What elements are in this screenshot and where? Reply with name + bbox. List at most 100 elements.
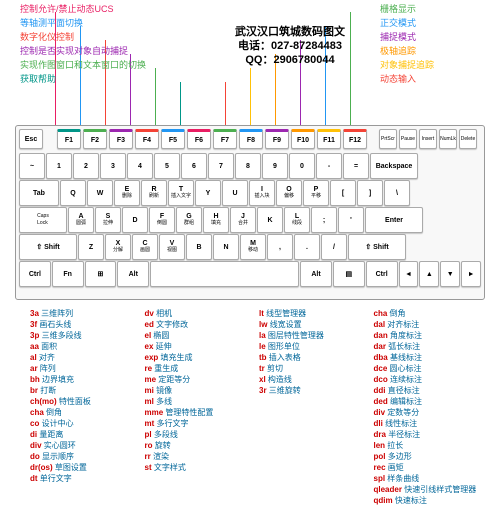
command-entry: lt 线型管理器 — [259, 308, 366, 319]
key-e: E删除 — [114, 180, 140, 206]
key-r: R刷新 — [141, 180, 167, 206]
command-entry: la 图层特性管理器 — [259, 330, 366, 341]
command-entry: mt 多行文字 — [145, 418, 252, 429]
command-entry: 3f 画石头线 — [30, 319, 137, 330]
key-q: Q — [60, 180, 86, 206]
command-entry: bh 边界填充 — [30, 374, 137, 385]
key-f3: F3 — [109, 129, 133, 149]
fkey-label-left-5: 获取帮助 — [20, 72, 56, 85]
key-b: B — [186, 234, 212, 260]
key-f9: F9 — [265, 129, 289, 149]
key-h: H填充 — [203, 207, 229, 233]
key-o: O偏移 — [276, 180, 302, 206]
command-entry: div 实心圆环 — [30, 440, 137, 451]
key-g: G群组 — [176, 207, 202, 233]
fkey-label-left-0: 控制允许/禁止动态UCS — [20, 2, 114, 15]
company-phone: 电话：027-87284483 — [200, 39, 380, 53]
key-]: ] — [357, 180, 383, 206]
key-f5: F5 — [161, 129, 185, 149]
fkey-label-right-1: 正交模式 — [380, 16, 416, 29]
command-entry: le 图形单位 — [259, 341, 366, 352]
fkey-label-right-3: 极轴追踪 — [380, 44, 416, 57]
key-0: 0 — [289, 153, 315, 179]
keyboard-diagram: EscF1F2F3F4F5F6F7F8F9F10F11F12PrtScrPaus… — [15, 125, 485, 300]
command-entry: ro 旋转 — [145, 440, 252, 451]
command-entry: st 文字样式 — [145, 462, 252, 473]
key-pause: Pause — [399, 129, 417, 149]
key-f: F倒圆 — [149, 207, 175, 233]
command-entry: ex 延伸 — [145, 341, 252, 352]
key-;: ; — [311, 207, 337, 233]
command-entry: ml 多线 — [145, 396, 252, 407]
key-shift-left: ⇧ Shift — [19, 234, 77, 260]
command-entry: mi 镜像 — [145, 385, 252, 396]
command-column-3: cha 倒角dal 对齐标注dan 角度标注dar 弧长标注dba 基线标注dc… — [374, 308, 481, 506]
command-entry: 3p 三维多段线 — [30, 330, 137, 341]
key-4: 4 — [127, 153, 153, 179]
command-entry: ddi 直径标注 — [374, 385, 481, 396]
command-entry: ded 编辑标注 — [374, 396, 481, 407]
key-2: 2 — [73, 153, 99, 179]
key-alt: Alt — [117, 261, 149, 287]
key-ctrl-r: Ctrl — [366, 261, 398, 287]
command-entry: dan 角度标注 — [374, 330, 481, 341]
fkey-label-left-3: 控制是否实现对象自动捕捉 — [20, 44, 128, 57]
fkey-label-left-2: 数字化仪控制 — [20, 30, 74, 43]
command-entry: dal 对齐标注 — [374, 319, 481, 330]
command-column-2: lt 线型管理器lw 线宽设置la 图层特性管理器le 图形单位tb 插入表格t… — [259, 308, 366, 506]
command-entry: br 打断 — [30, 385, 137, 396]
key-f1: F1 — [57, 129, 81, 149]
key-j: J合并 — [230, 207, 256, 233]
key-arrow: ▲ — [419, 261, 439, 287]
command-entry: div 定数等分 — [374, 407, 481, 418]
key-delete: Delete — [459, 129, 477, 149]
key-f8: F8 — [239, 129, 263, 149]
key-f12: F12 — [343, 129, 367, 149]
command-entry: co 设计中心 — [30, 418, 137, 429]
key-f10: F10 — [291, 129, 315, 149]
key-/: / — [321, 234, 347, 260]
command-entry: qleader 快速引线样式管理器 — [374, 484, 481, 495]
key-i: I插入块 — [249, 180, 275, 206]
command-entry: lw 线宽设置 — [259, 319, 366, 330]
key-c: C画圆 — [132, 234, 158, 260]
key-\: \ — [384, 180, 410, 206]
command-entry: cha 倒角 — [374, 308, 481, 319]
command-entry: tr 剪切 — [259, 363, 366, 374]
key-backspace: Backspace — [370, 153, 418, 179]
command-entry: tb 插入表格 — [259, 352, 366, 363]
key-tab: Tab — [19, 180, 59, 206]
key-enter: Enter — [365, 207, 423, 233]
command-entry: dv 相机 — [145, 308, 252, 319]
company-title: 武汉汉口筑城数码图文 — [200, 25, 380, 39]
fkey-label-left-1: 等轴测平面切换 — [20, 16, 83, 29]
key-esc: Esc — [19, 129, 43, 149]
key-v: V视图 — [159, 234, 185, 260]
key-.: . — [294, 234, 320, 260]
command-entry: mme 管理特性配置 — [145, 407, 252, 418]
key-[: [ — [330, 180, 356, 206]
company-info: 武汉汉口筑城数码图文 电话：027-87284483 QQ：2906780044 — [200, 25, 380, 67]
key-': ' — [338, 207, 364, 233]
key-y: Y — [195, 180, 221, 206]
key-⊞: ⊞ — [85, 261, 117, 287]
company-qq: QQ：2906780044 — [200, 53, 380, 67]
key-arrow: ► — [461, 261, 481, 287]
key-x: X分解 — [105, 234, 131, 260]
key-f7: F7 — [213, 129, 237, 149]
command-entry: exp 填充生成 — [145, 352, 252, 363]
command-entry: cha 倒角 — [30, 407, 137, 418]
key-shift-right: ⇧ Shift — [348, 234, 406, 260]
command-column-0: 3a 三维阵列3f 画石头线3p 三维多段线aa 面积al 对齐ar 阵列bh … — [30, 308, 137, 506]
key-arrow: ▼ — [440, 261, 460, 287]
key-prtscr: PrtScr — [379, 129, 397, 149]
command-entry: qdim 快速标注 — [374, 495, 481, 506]
command-reference: 3a 三维阵列3f 画石头线3p 三维多段线aa 面积al 对齐ar 阵列bh … — [30, 308, 480, 506]
command-entry: el 椭圆 — [145, 330, 252, 341]
key-s: S拉伸 — [95, 207, 121, 233]
fkey-label-left-4: 实现作图窗口和文本窗口的切换 — [20, 58, 146, 71]
command-entry: 3a 三维阵列 — [30, 308, 137, 319]
key-space — [150, 261, 299, 287]
key-8: 8 — [235, 153, 261, 179]
command-entry: dco 连续标注 — [374, 374, 481, 385]
